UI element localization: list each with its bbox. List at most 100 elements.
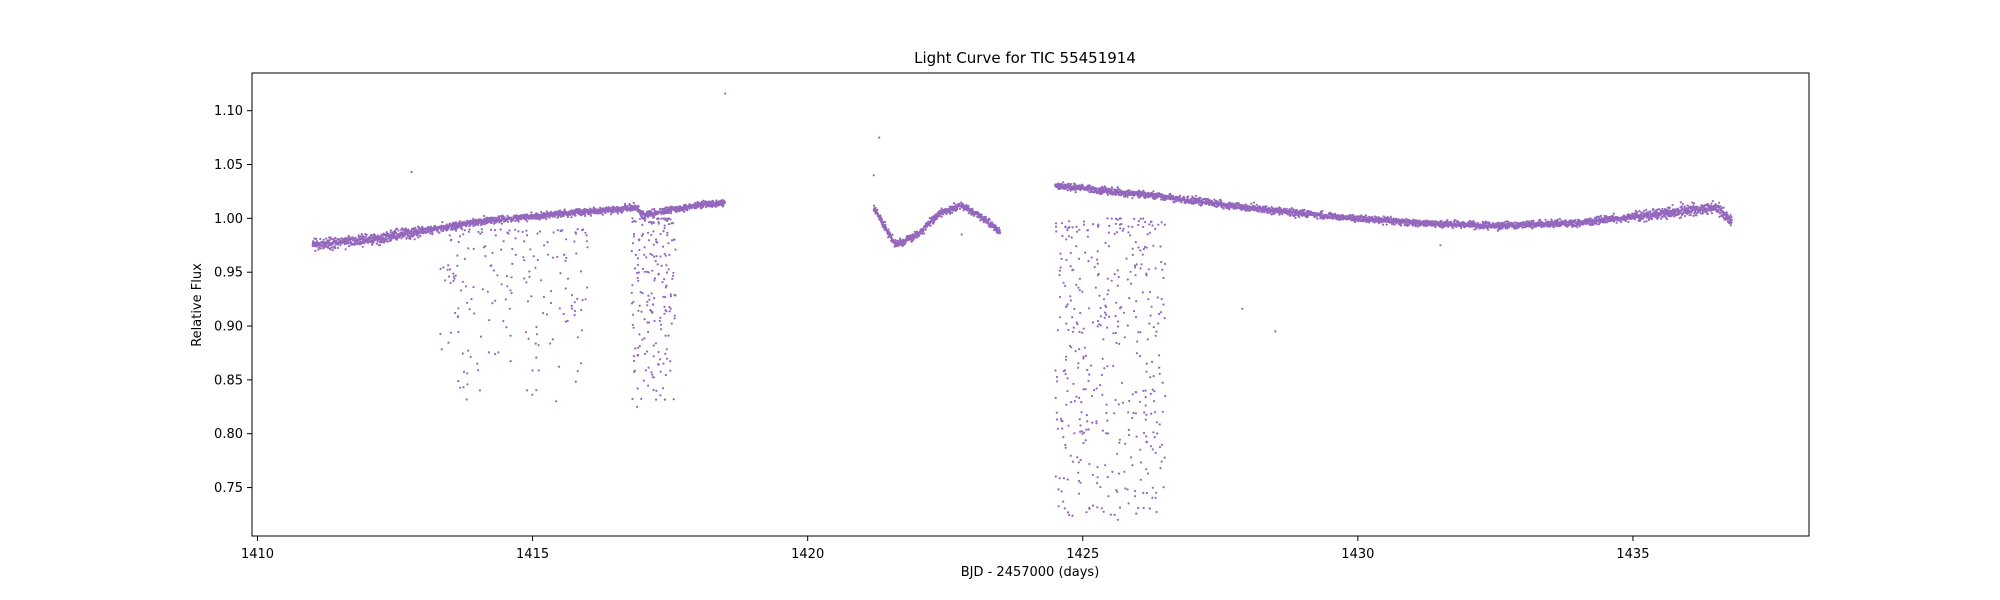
- flux-point: [1128, 189, 1131, 192]
- flux-point: [363, 235, 366, 239]
- flux-point: [1070, 183, 1073, 186]
- flux-point: [1152, 190, 1155, 193]
- flux-point: [559, 209, 562, 212]
- flux-point: [1255, 203, 1258, 206]
- flux-point: [922, 229, 925, 232]
- flux-point: [323, 246, 326, 249]
- flux-point: [640, 215, 643, 218]
- flux-point: [441, 229, 445, 233]
- flux-point: [1198, 203, 1201, 206]
- flux-point: [398, 235, 401, 238]
- flux-point: [700, 207, 703, 210]
- flux-point: [361, 245, 364, 248]
- flux-point: [936, 215, 939, 219]
- flux-point: [1196, 197, 1199, 200]
- flux-point: [372, 240, 375, 243]
- flux-point: [653, 207, 656, 210]
- flux-point: [1298, 215, 1301, 219]
- flux-point: [1389, 215, 1392, 218]
- flux-point: [1211, 200, 1214, 203]
- flux-point: [1198, 198, 1201, 201]
- flux-point: [445, 223, 448, 226]
- flux-point: [1191, 195, 1194, 198]
- flux-point: [951, 211, 954, 214]
- flux-point: [390, 229, 393, 232]
- flux-point: [1279, 207, 1282, 210]
- flux-point: [1208, 203, 1211, 207]
- flux-point: [515, 214, 518, 217]
- flux-point: [1521, 226, 1524, 229]
- flux-point: [354, 236, 357, 239]
- flux-point: [683, 210, 686, 213]
- flux-point: [1277, 206, 1281, 209]
- flux-point: [430, 230, 434, 233]
- flux-point: [1062, 181, 1065, 184]
- flux-point: [631, 204, 634, 208]
- flux-point: [583, 214, 587, 217]
- flux-point: [1281, 213, 1284, 216]
- flux-point: [507, 220, 510, 223]
- flux-point: [1106, 192, 1109, 195]
- flux-point: [429, 232, 432, 235]
- flux-point: [1446, 219, 1449, 222]
- flux-point: [1244, 209, 1247, 212]
- flux-point: [336, 246, 339, 249]
- flux-point: [1385, 223, 1388, 226]
- flux-point: [990, 221, 994, 224]
- flux-point: [637, 205, 640, 208]
- flux-point: [506, 214, 509, 217]
- flux-point: [389, 231, 392, 234]
- flux-point: [511, 219, 515, 222]
- flux-point: [1245, 204, 1248, 207]
- flux-point: [362, 237, 365, 241]
- flux-point: [550, 211, 553, 214]
- flux-point: [563, 208, 566, 211]
- flux-point: [1294, 216, 1297, 219]
- flux-point: [1110, 188, 1113, 191]
- flux-point: [319, 238, 322, 241]
- flux-point: [419, 234, 422, 237]
- flux-point: [1180, 201, 1183, 204]
- flux-point: [922, 232, 926, 235]
- flux-point: [1266, 211, 1270, 214]
- flux-point: [1126, 195, 1129, 198]
- flux-point: [1131, 197, 1134, 200]
- flux-point: [1482, 227, 1485, 230]
- flux-point: [378, 243, 382, 246]
- flux-point: [1451, 227, 1454, 230]
- flux-point: [652, 216, 656, 219]
- data-points: [311, 92, 1733, 521]
- flux-point: [935, 217, 938, 220]
- flux-point: [894, 238, 897, 242]
- flux-point: [1278, 212, 1281, 215]
- flux-point: [967, 206, 970, 209]
- flux-point: [409, 237, 412, 240]
- flux-point: [1257, 210, 1261, 213]
- flux-point: [605, 206, 608, 209]
- flux-point: [1277, 208, 1280, 211]
- flux-point: [1532, 219, 1535, 222]
- flux-point: [616, 212, 620, 215]
- flux-point: [952, 202, 956, 205]
- flux-point: [458, 220, 461, 223]
- flux-point: [525, 213, 529, 216]
- flux-point: [344, 248, 347, 251]
- flux-point: [1382, 223, 1385, 226]
- flux-point: [448, 226, 451, 229]
- flux-point: [1285, 207, 1288, 210]
- flux-point: [365, 233, 368, 236]
- flux-point: [1222, 207, 1225, 210]
- flux-point: [626, 204, 629, 208]
- flux-point: [1473, 228, 1476, 231]
- flux-point: [348, 245, 351, 248]
- flux-point: [1265, 205, 1268, 208]
- flux-point: [566, 215, 570, 219]
- flux-point: [395, 232, 398, 235]
- flux-point: [562, 214, 565, 217]
- flux-point: [1106, 193, 1110, 197]
- flux-point: [421, 225, 424, 228]
- flux-point: [876, 212, 879, 215]
- flux-point: [1066, 189, 1069, 192]
- flux-point: [545, 210, 548, 213]
- flux-point: [1154, 197, 1157, 200]
